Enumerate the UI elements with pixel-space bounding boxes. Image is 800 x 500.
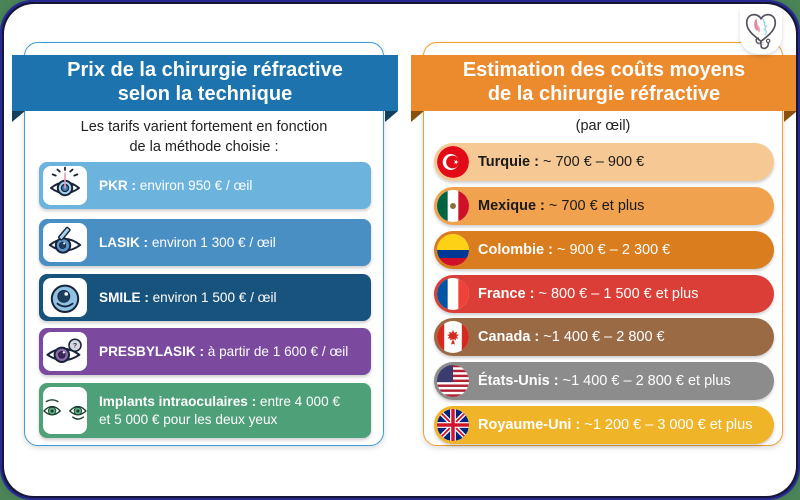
svg-text:ILC: ILC <box>758 42 764 46</box>
svg-text:?: ? <box>73 342 77 349</box>
